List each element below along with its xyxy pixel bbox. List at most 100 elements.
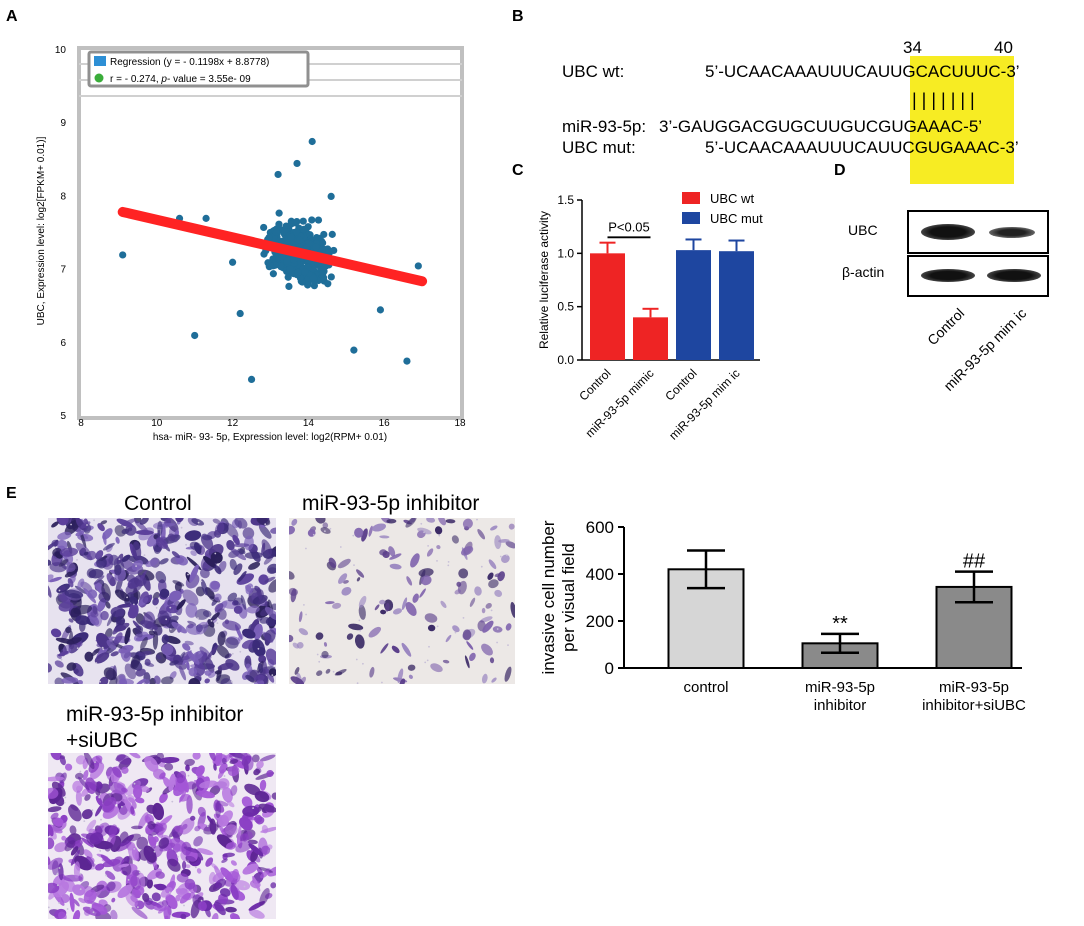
membrane-pore	[171, 800, 174, 803]
scatter-point	[318, 246, 326, 254]
image-title-control: Control	[124, 492, 192, 515]
membrane-pore	[185, 543, 188, 546]
stained-cell	[196, 868, 202, 874]
stained-cell	[253, 679, 265, 684]
stained-cell	[289, 570, 295, 580]
stained-cell	[48, 574, 54, 583]
stained-cell	[156, 901, 164, 909]
y-tick-label: 0	[605, 659, 614, 678]
stained-cell	[140, 620, 158, 631]
membrane-pore	[65, 564, 68, 567]
stained-cell	[145, 559, 159, 568]
membrane-pore	[118, 558, 121, 560]
stained-cell	[225, 906, 237, 913]
y-tick-label: 400	[586, 565, 614, 584]
stained-cell	[48, 787, 59, 799]
stained-cell	[204, 670, 212, 676]
base-pairing-marks: | | | | | | |	[912, 90, 975, 110]
stained-cell	[159, 792, 168, 804]
stained-cell	[445, 519, 456, 524]
stained-cell	[48, 584, 52, 598]
stained-cell	[171, 551, 180, 559]
membrane-pore	[99, 680, 101, 683]
stained-cell	[157, 520, 163, 536]
stained-cell	[59, 585, 66, 592]
stained-cell	[462, 629, 472, 641]
stained-cell	[203, 556, 217, 568]
significance-mark: **	[832, 613, 848, 635]
stained-cell	[181, 823, 188, 830]
stained-cell	[190, 815, 196, 821]
stained-cells	[48, 518, 276, 684]
stained-cell	[112, 766, 122, 778]
scatter-point	[299, 217, 307, 225]
membrane-pore	[436, 560, 438, 562]
stained-cell	[51, 539, 59, 547]
stained-cell	[134, 520, 149, 533]
stained-cell	[191, 518, 205, 526]
x-tick-label: 12	[227, 418, 239, 429]
stained-cell	[236, 825, 242, 845]
stained-cell	[51, 521, 59, 528]
membrane-pore	[121, 805, 123, 808]
stained-cell	[102, 542, 115, 551]
stained-cell	[230, 785, 238, 796]
membrane-pore	[101, 646, 104, 649]
stained-cell	[48, 837, 55, 850]
stained-cell	[374, 604, 380, 611]
stained-cell	[95, 795, 103, 807]
scatter-point	[300, 225, 308, 233]
stained-cell	[291, 518, 298, 526]
membrane-pore	[57, 884, 59, 887]
membrane-pore	[135, 565, 137, 567]
stained-cell	[210, 612, 220, 621]
stained-cell	[99, 676, 109, 684]
stained-cell	[77, 776, 90, 791]
stained-cell	[102, 532, 107, 546]
stained-cell	[264, 606, 276, 621]
stained-cell	[358, 604, 366, 620]
stained-cell	[246, 605, 260, 614]
stained-cell	[176, 770, 187, 784]
scatter-point	[304, 281, 312, 289]
stained-cell	[242, 863, 259, 875]
stained-cell	[482, 620, 494, 633]
stained-cell	[197, 806, 206, 817]
scatter-point	[308, 137, 316, 146]
stained-cell	[430, 663, 443, 673]
membrane-pore	[70, 523, 72, 526]
stained-cell	[348, 623, 364, 631]
stained-cell	[186, 660, 190, 671]
stained-cell	[51, 860, 59, 876]
stained-cell	[108, 554, 119, 566]
stained-cell	[78, 897, 86, 904]
membrane-pore	[216, 622, 219, 624]
scatter-point	[304, 275, 312, 283]
stained-cell	[56, 518, 69, 526]
scatter-point	[287, 233, 295, 241]
membrane-pore	[252, 807, 255, 809]
legend-swatch	[682, 212, 700, 224]
stained-cell	[233, 597, 243, 606]
stained-cell	[257, 662, 264, 674]
stained-cell	[156, 654, 162, 660]
stained-cell	[152, 631, 159, 650]
membrane-pore	[94, 761, 96, 763]
scatter-point	[274, 170, 282, 179]
stained-cell	[135, 529, 154, 536]
stained-cell	[121, 528, 130, 535]
membrane-pore	[496, 628, 499, 630]
stained-cell	[48, 856, 51, 865]
stained-cell	[193, 836, 203, 847]
stained-cell	[501, 554, 510, 563]
stained-cell	[126, 833, 141, 842]
panel-label-c: C	[512, 162, 524, 179]
stained-cell	[320, 527, 331, 534]
scatter-point	[310, 282, 318, 290]
scatter-point	[292, 228, 301, 236]
stained-cell	[213, 530, 222, 538]
stained-cell	[245, 583, 254, 595]
stained-cell	[57, 531, 72, 540]
scatter-point	[202, 214, 210, 222]
membrane-pore	[362, 662, 364, 665]
